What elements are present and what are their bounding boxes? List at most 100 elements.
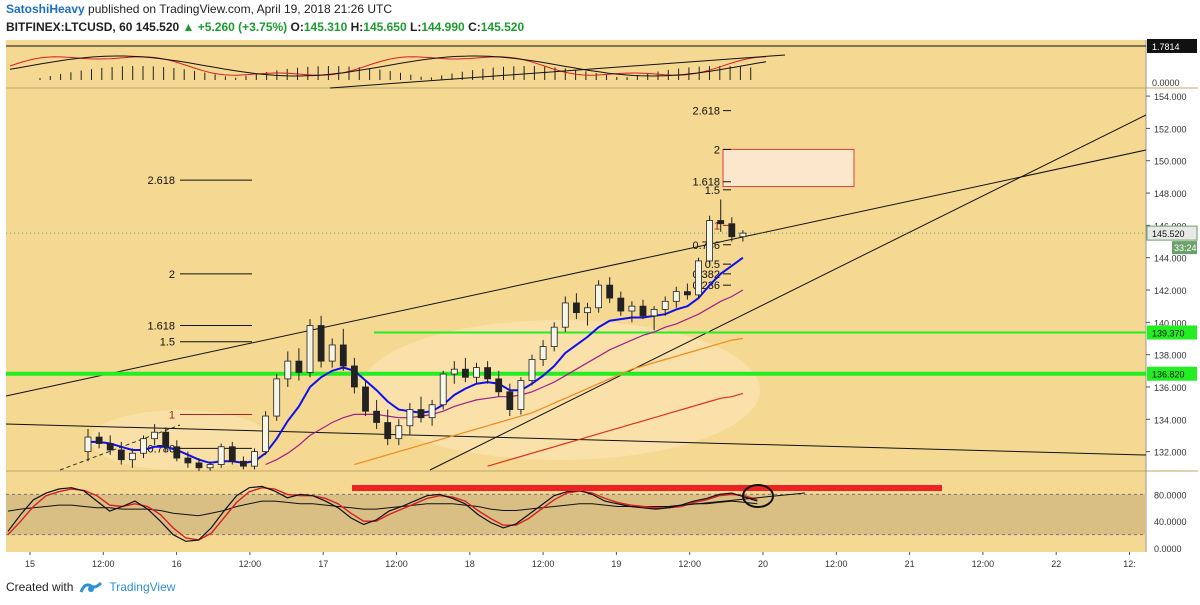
moving-average-line [88,256,744,464]
time-tick-label: 22 [1051,559,1061,569]
ichimoku-cloud [360,320,760,460]
footer: Created with TradingView [6,580,175,594]
price-tick-label: 154.000 [1154,92,1187,102]
time-tick-label: 12:00 [678,559,701,569]
publish-text: published on TradingView.com, April 19, … [88,2,393,16]
candle-body [684,291,691,296]
time-tick-label: 12:00 [972,559,995,569]
price-tick-label: 140.000 [1154,318,1187,328]
open-label: O: [290,20,304,34]
macd-value-tag [1147,38,1197,53]
fib-level-label: 1.5 [705,185,720,197]
macd-value-label: 1.7814 [1152,42,1180,52]
candle-body [528,359,536,381]
time-tick-label: 20 [758,559,768,569]
tradingview-logo-icon [79,581,103,593]
moving-average-line [265,289,744,466]
candle-body [328,344,336,362]
candle-body [584,307,591,314]
candle-body [672,291,680,302]
stoch-tick-label: 80.0000 [1154,490,1187,500]
candle-body [173,446,181,459]
time-tick-label: 16 [172,559,182,569]
price-tick-label: 150.000 [1154,157,1187,167]
candle-body [439,373,447,406]
close-label: C: [468,20,481,34]
open-value: 145.310 [303,20,348,34]
candle-body [373,410,381,423]
candle-body [273,378,281,417]
candle-body [206,464,214,469]
fib-level-label: 1 [714,220,720,232]
fib-level-label: 0.786 [147,443,175,455]
candle-body [706,220,713,262]
candle-body [384,422,392,440]
price-tick-label: 132.000 [1154,448,1187,458]
candle-body [506,391,514,410]
candle-body [151,431,159,440]
candle-body [228,446,236,462]
time-tick-label: 19 [611,559,621,569]
candle-body [162,431,170,448]
price-change: +5.260 (+3.75%) [197,20,288,34]
up-arrow-icon: ▲ [182,20,195,34]
candle-body [484,367,492,380]
symbol: BITFINEX:LTCUSD, 60 [6,20,133,34]
publish-info: SatoshiHeavy published on TradingView.co… [6,2,392,16]
candle-body [639,305,647,317]
time-tick-label: 21 [905,559,915,569]
candle-body [661,300,669,310]
fib-level-label: 2.618 [147,175,175,187]
high-label: H: [350,20,364,34]
macd-zero-label: 0.0000 [1152,78,1180,88]
candle-body [362,386,369,412]
candle-body [251,451,258,467]
time-tick-label: 12:00 [385,559,408,569]
price-tick-label: 144.000 [1154,254,1187,264]
candle-body [239,460,247,467]
candle-body [106,443,114,451]
candle-body [628,305,636,312]
down-trendline [5,423,1147,456]
candle-body [450,368,458,375]
overbought-zone-bar [352,485,942,491]
candle-body [417,409,425,419]
author-name[interactable]: SatoshiHeavy [6,2,85,16]
candle-body [184,457,192,464]
high-value: 145.650 [363,20,407,34]
symbol-line: BITFINEX:LTCUSD, 60 145.520 ▲ +5.260 (+3… [6,20,524,34]
level-price-tag [1147,366,1197,381]
price-axis-background [1146,40,1198,574]
stoch-highlight-circle [742,484,774,508]
stoch-tick-label: 0.0000 [1154,544,1182,554]
fib-level-label: 2 [169,269,175,281]
macd-trendline [329,54,786,89]
candle-body [650,308,658,317]
candle-body [395,425,403,440]
time-tick-label: 12:00 [239,559,262,569]
tradingview-brand[interactable]: TradingView [109,580,176,594]
candle-body [595,284,602,309]
last-price-tag [1146,225,1198,241]
candle-body [317,325,325,362]
candle-body [739,232,747,238]
fib-level-label: 2.618 [692,106,720,118]
candle-body [217,446,225,465]
candle-body [617,297,625,312]
candle-body [140,438,147,454]
time-tick-label: 17 [318,559,328,569]
level-price-label: 139.370 [1152,329,1185,339]
candle-body [495,378,503,393]
countdown-tag [1172,241,1197,255]
stoch-band [6,494,1146,535]
candle-body [695,260,702,296]
time-tick-label: 12:00 [825,559,848,569]
close-value: 145.520 [480,20,525,34]
candle-body [195,462,203,469]
fib-level-label: 0.5 [705,259,720,271]
candle-body [306,325,314,373]
candle-body [350,365,358,388]
moving-average-line [354,337,743,466]
candle-body [406,409,414,427]
